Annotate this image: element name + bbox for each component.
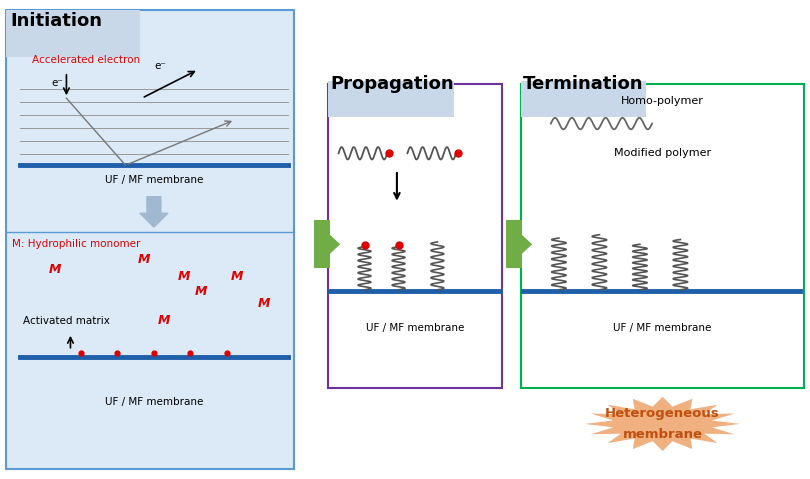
Text: M: M xyxy=(138,253,150,266)
FancyBboxPatch shape xyxy=(328,84,502,388)
FancyBboxPatch shape xyxy=(506,220,522,268)
Text: UF / MF membrane: UF / MF membrane xyxy=(104,398,203,407)
Text: e⁻: e⁻ xyxy=(51,78,63,88)
FancyBboxPatch shape xyxy=(521,84,804,388)
Text: Accelerated electron: Accelerated electron xyxy=(32,55,140,65)
Text: e⁻: e⁻ xyxy=(154,61,166,71)
Text: M: M xyxy=(231,270,243,283)
Text: membrane: membrane xyxy=(623,428,702,441)
Text: UF / MF membrane: UF / MF membrane xyxy=(613,323,712,333)
Text: M: M xyxy=(194,285,207,297)
FancyBboxPatch shape xyxy=(6,10,140,57)
Text: Modified polymer: Modified polymer xyxy=(614,148,711,158)
FancyArrowPatch shape xyxy=(140,197,168,227)
FancyBboxPatch shape xyxy=(521,81,646,117)
Text: M: M xyxy=(49,263,61,276)
Polygon shape xyxy=(585,397,740,451)
Text: Heterogeneous: Heterogeneous xyxy=(605,407,720,420)
Polygon shape xyxy=(506,220,532,268)
Text: Propagation: Propagation xyxy=(330,75,454,93)
Text: Initiation: Initiation xyxy=(11,12,103,30)
Text: M: Hydrophilic monomer: M: Hydrophilic monomer xyxy=(12,239,140,249)
Text: M: M xyxy=(178,270,190,283)
Polygon shape xyxy=(314,220,340,268)
Text: Homo-polymer: Homo-polymer xyxy=(621,96,704,105)
Text: M: M xyxy=(258,297,270,309)
Text: Activated matrix: Activated matrix xyxy=(23,316,109,326)
Text: M: M xyxy=(158,314,170,328)
FancyBboxPatch shape xyxy=(314,220,330,268)
Text: UF / MF membrane: UF / MF membrane xyxy=(365,323,464,333)
FancyBboxPatch shape xyxy=(328,81,454,117)
Text: UF / MF membrane: UF / MF membrane xyxy=(104,175,203,184)
FancyBboxPatch shape xyxy=(6,10,294,469)
Text: Termination: Termination xyxy=(523,75,644,93)
